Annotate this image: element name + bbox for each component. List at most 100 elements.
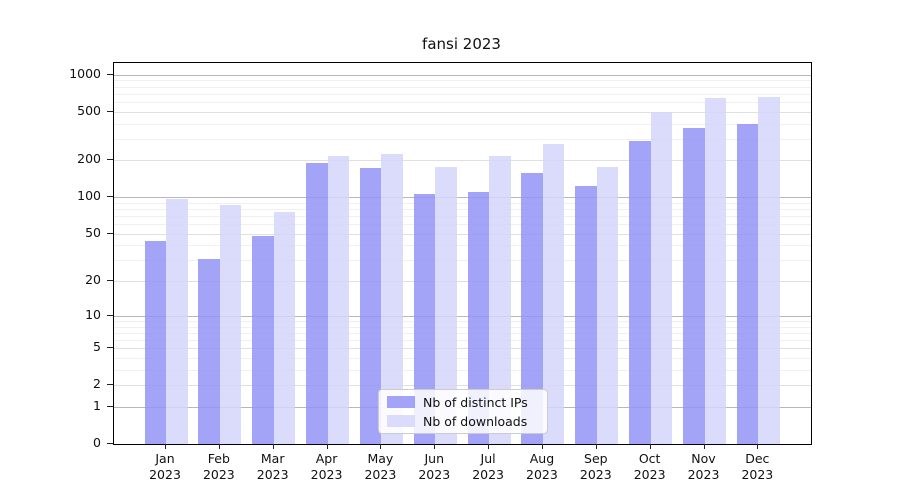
bar-downloads <box>435 166 457 444</box>
x-tick <box>218 444 220 449</box>
chart-title: fansi 2023 <box>422 35 501 53</box>
gridline <box>114 123 811 125</box>
y-tick <box>107 405 113 407</box>
y-tick <box>107 347 113 349</box>
x-tick <box>649 444 651 449</box>
legend-swatch-downloads <box>387 415 415 427</box>
gridline <box>114 111 811 113</box>
x-tick-label: Aug 2023 <box>526 451 558 482</box>
gridline <box>114 80 811 82</box>
gridline <box>114 224 811 226</box>
bar-distinct-ips <box>575 185 597 444</box>
gridline <box>114 260 811 262</box>
bar-distinct-ips <box>413 194 436 444</box>
bar-downloads <box>489 155 511 444</box>
bar-downloads <box>650 111 673 444</box>
y-tick-label: 1 <box>93 397 101 413</box>
x-tick <box>434 444 436 449</box>
gridline <box>114 320 811 322</box>
x-tick <box>703 444 705 449</box>
x-tick-label: Mar 2023 <box>256 451 289 482</box>
y-tick <box>107 280 113 282</box>
bar-downloads <box>704 98 726 444</box>
x-tick <box>380 444 382 449</box>
x-tick-label: Feb 2023 <box>202 451 235 482</box>
x-tick <box>595 444 597 449</box>
gridline <box>114 216 811 218</box>
bar-downloads <box>273 212 296 444</box>
bar-distinct-ips <box>306 163 328 444</box>
y-tick-label: 50 <box>85 224 101 240</box>
x-tick <box>488 444 490 449</box>
legend-label: Nb of distinct IPs <box>423 394 528 410</box>
gridline <box>114 369 811 371</box>
x-tick-label: Jun 2023 <box>418 451 451 482</box>
bar-downloads <box>219 204 242 444</box>
y-tick <box>107 196 113 198</box>
x-tick <box>272 444 274 449</box>
y-tick <box>107 159 113 161</box>
gridline <box>114 315 811 317</box>
legend-item: Nb of downloads <box>387 414 539 429</box>
y-tick <box>107 232 113 234</box>
y-tick-label: 10 <box>85 306 101 322</box>
y-tick <box>107 314 113 316</box>
y-tick <box>107 384 113 386</box>
bar-downloads <box>542 143 565 444</box>
gridline <box>114 93 811 95</box>
gridline <box>114 332 811 334</box>
bar-distinct-ips <box>683 128 705 444</box>
bar-downloads <box>327 156 350 444</box>
gridline <box>114 385 811 387</box>
bar-downloads <box>381 154 403 444</box>
x-tick <box>165 444 166 449</box>
x-tick-label: Dec 2023 <box>741 451 774 482</box>
x-tick-label: Jul 2023 <box>472 451 504 482</box>
y-tick-label: 1000 <box>69 65 101 81</box>
y-tick-label: 20 <box>85 272 101 288</box>
bar-downloads <box>758 96 780 444</box>
bar-distinct-ips <box>144 240 166 444</box>
y-tick <box>107 443 113 444</box>
y-tick-label: 2 <box>93 376 101 392</box>
gridline <box>114 348 811 350</box>
gridline <box>114 160 811 162</box>
gridline <box>114 101 811 103</box>
gridline <box>114 74 811 76</box>
gridline <box>114 86 811 88</box>
gridline <box>114 197 811 199</box>
chart-legend: Nb of distinct IPs Nb of downloads <box>378 389 548 434</box>
x-tick <box>541 444 543 449</box>
gridline <box>114 339 811 341</box>
y-tick <box>107 73 113 75</box>
x-tick <box>326 444 328 449</box>
legend-swatch-distinct-ips <box>387 396 415 408</box>
gridline <box>114 245 811 247</box>
x-tick <box>757 444 759 449</box>
gridline <box>114 326 811 328</box>
x-tick-label: Apr 2023 <box>310 451 343 482</box>
gridline <box>114 138 811 140</box>
legend-label: Nb of downloads <box>423 413 528 429</box>
y-tick-label: 100 <box>77 188 101 204</box>
gridline <box>114 233 811 235</box>
bar-distinct-ips <box>198 258 220 444</box>
bar-distinct-ips <box>359 167 382 444</box>
legend-item: Nb of distinct IPs <box>387 395 539 410</box>
x-tick-label: Nov 2023 <box>687 451 720 482</box>
bar-downloads <box>166 198 188 444</box>
y-tick-label: 500 <box>77 102 101 118</box>
plot-area: Nb of distinct IPs Nb of downloads <box>113 62 812 445</box>
bar-distinct-ips <box>629 141 651 444</box>
y-tick-label: 0 <box>93 435 101 450</box>
y-tick <box>107 110 113 112</box>
x-tick-label: Sep 2023 <box>579 451 612 482</box>
gridline <box>114 281 811 283</box>
bar-distinct-ips <box>521 173 543 444</box>
gridline <box>114 209 811 211</box>
x-tick-label: Jan 2023 <box>149 451 181 482</box>
x-tick-label: Oct 2023 <box>633 451 666 482</box>
x-tick-label: May 2023 <box>364 451 397 482</box>
bar-distinct-ips <box>467 191 490 444</box>
